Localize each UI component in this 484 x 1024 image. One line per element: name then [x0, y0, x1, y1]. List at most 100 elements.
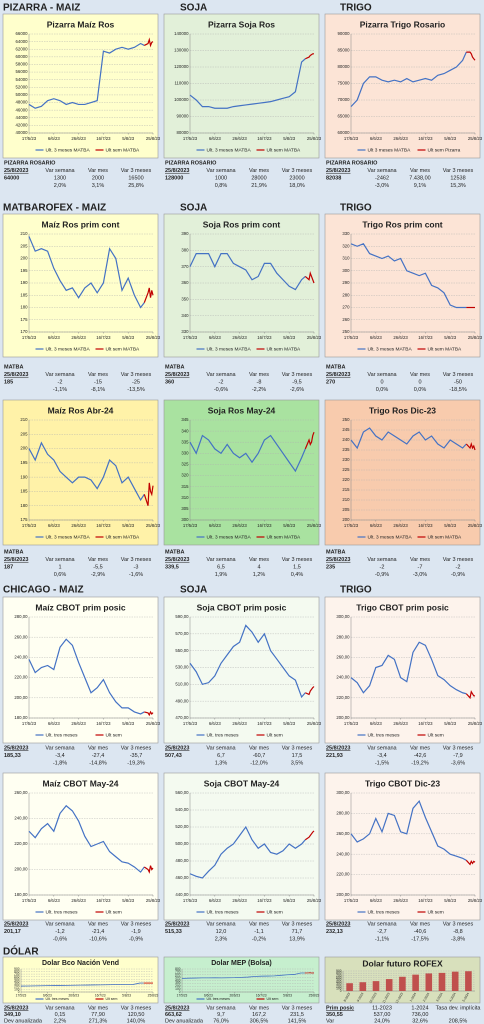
x-tick-label: 17/5/23 — [344, 898, 359, 903]
series-line — [28, 638, 145, 715]
table-cell: Var semana — [367, 168, 397, 174]
y-tick-label: 195 — [20, 460, 28, 465]
series-line — [350, 641, 467, 695]
x-tick-label: 17/5/23 — [344, 523, 359, 528]
section-header: SOJA — [180, 3, 207, 14]
table-header: 25/8/2023 — [326, 557, 350, 563]
table-source: MATBA — [4, 364, 23, 370]
table-cell: 1 — [58, 564, 61, 570]
x-tick-label: 6/6/23 — [209, 898, 222, 903]
y-tick-label: 62000 — [16, 46, 29, 51]
table-cell: 736,00 — [412, 1012, 429, 1018]
y-tick-label: 175 — [20, 317, 28, 322]
x-tick-label: 5/8/23 — [444, 898, 457, 903]
table-cell: Var 3 meses — [121, 557, 152, 563]
table-cell: Var mes — [249, 1005, 269, 1011]
x-tick-label: 5/8/23 — [283, 136, 296, 141]
legend-label: Ult. 3 meses MATBA — [207, 346, 252, 352]
x-tick-label: 26/6/23 — [393, 523, 408, 528]
table-cell: 1,3% — [215, 760, 228, 766]
y-tick-label: 300,00 — [336, 790, 350, 795]
y-tick-label: 85000 — [338, 48, 351, 53]
table-cell: 28000 — [251, 175, 266, 181]
legend-label: Ult sem MATBA — [428, 534, 463, 540]
table-cell: 4 — [257, 564, 260, 570]
table-cell: Var semana — [45, 921, 75, 927]
table-cell: -0,9% — [451, 572, 465, 578]
y-tick-label: 240,00 — [336, 851, 350, 856]
legend-label: Ult. 3 meses MATBA — [46, 534, 91, 540]
y-tick-label: 240,00 — [14, 655, 28, 660]
table-cell: 24,0% — [374, 1018, 390, 1024]
bar — [372, 981, 380, 991]
x-tick-label: 25/8/23 — [307, 335, 322, 340]
table-header: 25/8/2023 — [326, 372, 350, 378]
table-cell: Dev anualizada — [165, 1018, 204, 1024]
y-tick-label: 90000 — [177, 114, 190, 119]
x-tick-label: 5-2024 — [462, 992, 471, 1003]
y-tick-label: 80000 — [338, 64, 351, 69]
y-tick-label: 280,00 — [14, 614, 28, 619]
y-tick-label: 220 — [342, 477, 350, 482]
x-tick-label: 6/6/23 — [209, 136, 222, 141]
legend-label: Ult. 3 meses MATBA — [368, 346, 413, 352]
table-header: 25/8/2023 — [165, 921, 189, 927]
x-tick-label: 17/5/23 — [344, 136, 359, 141]
x-tick-label: 17/5/23 — [183, 721, 198, 726]
table-header: 25/8/2023 — [165, 745, 189, 751]
series-line — [350, 51, 467, 108]
table-cell: -2 — [456, 564, 461, 570]
table-cell: Var mes — [88, 1005, 108, 1011]
table-header: 25/8/2023 — [4, 921, 28, 927]
table-cell: 360 — [165, 379, 174, 385]
table-cell: 1,2% — [253, 572, 266, 578]
table-cell: Var semana — [206, 372, 236, 378]
legend-label: Ult. tres meses — [368, 732, 401, 738]
legend-label: Ult. tres meses — [46, 732, 79, 738]
table-cell: -17,5% — [411, 936, 429, 942]
table-header: 25/8/2023 — [165, 1005, 189, 1011]
y-tick-label: 305 — [181, 506, 189, 511]
y-tick-label: 470,00 — [175, 715, 189, 720]
series-line — [189, 624, 306, 699]
y-tick-label: 100 — [336, 987, 342, 991]
y-tick-label: 66000 — [16, 31, 29, 36]
y-tick-label: 200,00 — [336, 892, 350, 897]
chart-panel — [2, 956, 159, 1004]
table-cell: 270 — [326, 379, 335, 385]
x-tick-label: 6/6/23 — [48, 136, 61, 141]
table-cell: Var semana — [45, 745, 75, 751]
x-tick-label: 26/6/23 — [71, 523, 86, 528]
y-tick-label: 310 — [181, 495, 189, 500]
y-tick-label: 325 — [181, 462, 189, 467]
x-tick-label: 26/6/23 — [232, 335, 247, 340]
x-tick-label: 6/6/23 — [370, 523, 383, 528]
series-line — [350, 243, 467, 309]
y-tick-label: 300 — [336, 982, 342, 986]
y-tick-label: 500 — [336, 978, 342, 982]
chart-title: Dolar futuro ROFEX — [362, 958, 443, 968]
y-tick-label: 380 — [181, 247, 189, 252]
table-cell: 0,0% — [376, 387, 389, 393]
x-tick-label: 5/8/23 — [122, 898, 135, 903]
table-cell: Var 3 meses — [282, 1005, 313, 1011]
y-tick-label: 200,00 — [14, 867, 28, 872]
y-tick-label: 205 — [20, 243, 28, 248]
table-cell: Var mes — [410, 372, 430, 378]
x-tick-label: 9-2023 — [356, 992, 365, 1003]
x-tick-label: 25/8/23 — [468, 898, 483, 903]
x-tick-label: 3-2024 — [435, 992, 444, 1003]
y-tick-label: 120000 — [174, 64, 189, 69]
table-cell: -50 — [454, 379, 462, 385]
y-tick-label: 195 — [20, 268, 28, 273]
table-source: PIZARRA ROSARIO — [326, 160, 378, 166]
y-tick-label: 480,00 — [175, 858, 189, 863]
x-tick-label: 6/6/23 — [370, 721, 383, 726]
table-cell: 82038 — [326, 175, 341, 181]
x-tick-label: 5/8/23 — [122, 993, 131, 997]
table-cell: -0,6% — [53, 936, 67, 942]
table-cell: -25 — [132, 379, 140, 385]
table-cell: -15 — [94, 379, 102, 385]
y-tick-label: 64000 — [16, 39, 29, 44]
